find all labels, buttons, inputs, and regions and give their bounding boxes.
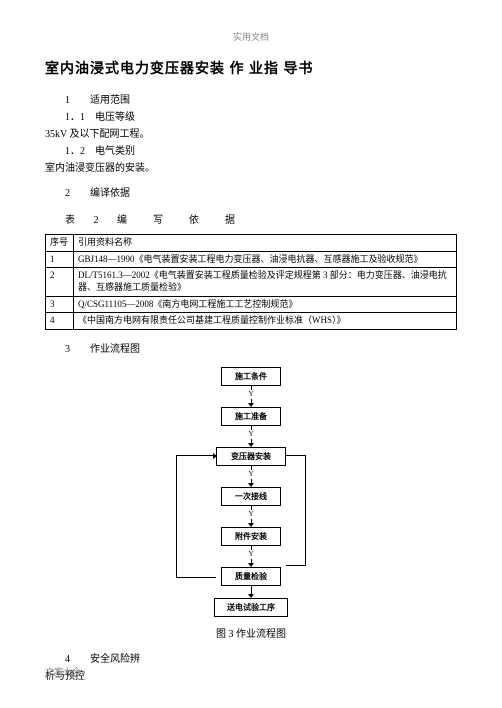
section-2: 2 编译依据	[65, 186, 457, 201]
section-4-title2: 析与预控	[45, 669, 457, 684]
flow-loop-container: 变压器安装 Y 一次接线 Y 附件安装 Y 质量检验	[216, 447, 286, 586]
section-1-1-text: 35kV 及以下配网工程。	[45, 127, 457, 142]
section-1: 1 适用范围	[65, 93, 457, 108]
table-row: 3Q/CSG11105—2008《南方电网工程施工工艺控制规范》	[46, 296, 457, 313]
row-text: Q/CSG11105—2008《南方电网工程施工工艺控制规范》	[74, 296, 457, 313]
row-num: 1	[46, 251, 74, 268]
section-1-1-title: 电压等级	[95, 112, 135, 123]
flow-box-6: 质量检验	[221, 567, 281, 586]
section-1-2: 1．2 电气类别	[65, 144, 457, 159]
row-num: 2	[46, 268, 74, 296]
header-tag: 实用文档	[45, 30, 457, 43]
section-4-num: 4	[65, 654, 70, 665]
section-1-num: 1	[65, 95, 70, 106]
table-row: 4《中国南方电网有限责任公司基建工程质量控制作业标准（WHS）》	[46, 313, 457, 330]
flow-box-1: 施工条件	[221, 367, 281, 386]
flow-arrow	[248, 586, 254, 598]
section-4: 4 安全风险辨	[65, 652, 457, 667]
section-1-2-text: 室内油浸变压器的安装。	[45, 161, 457, 176]
flow-box-5: 附件安装	[221, 527, 281, 546]
section-3-title: 作业流程图	[90, 344, 140, 355]
row-num: 4	[46, 313, 74, 330]
flow-box-4: 一次接线	[221, 487, 281, 506]
flow-box-2: 施工准备	[221, 407, 281, 426]
row-text: DL/T5161.3—2002《电气装置安装工程质量检验及评定规程第 3 部分：…	[74, 268, 457, 296]
page-title: 室内油浸式电力变压器安装 作 业指 导书	[45, 58, 457, 78]
table-title: 表 2 编 写 依 据	[65, 211, 457, 226]
table-row: 2DL/T5161.3—2002《电气装置安装工程质量检验及评定规程第 3 部分…	[46, 268, 457, 296]
flow-arrow: Y	[248, 506, 254, 527]
flowchart: 施工条件 Y 施工准备 Y 变压器安装 Y 一次接线 Y 附件安装 Y 质量检验…	[45, 367, 457, 617]
table-col-name: 引用资料名称	[74, 235, 457, 252]
row-num: 3	[46, 296, 74, 313]
figure-caption: 图 3 作业流程图	[45, 625, 457, 640]
footer-tag: 文案大全	[45, 665, 81, 678]
section-2-title: 编译依据	[90, 188, 130, 199]
loop-line-left	[176, 455, 216, 578]
section-1-1-num: 1．1	[65, 112, 85, 123]
section-1-1: 1．1 电压等级	[65, 110, 457, 125]
section-1-2-num: 1．2	[65, 146, 85, 157]
row-text: 《中国南方电网有限责任公司基建工程质量控制作业标准（WHS）》	[74, 313, 457, 330]
row-text: GBJ148—1990《电气装置安装工程电力变压器、油浸电抗器、互感器施工及验收…	[74, 251, 457, 268]
table-row: 1GBJ148—1990《电气装置安装工程电力变压器、油浸电抗器、互感器施工及验…	[46, 251, 457, 268]
flow-box-3: 变压器安装	[216, 447, 286, 466]
section-1-2-title: 电气类别	[95, 146, 135, 157]
section-3-num: 3	[65, 344, 70, 355]
section-2-num: 2	[65, 188, 70, 199]
flow-arrow: Y	[248, 466, 254, 487]
loop-line-right	[286, 455, 306, 566]
reference-table: 序号 引用资料名称 1GBJ148—1990《电气装置安装工程电力变压器、油浸电…	[45, 234, 457, 330]
flow-arrow: Y	[248, 546, 254, 567]
section-4-title: 安全风险辨	[90, 654, 140, 665]
table-header-row: 序号 引用资料名称	[46, 235, 457, 252]
section-3: 3 作业流程图	[65, 342, 457, 357]
flow-arrow: Y	[248, 426, 254, 447]
section-1-title: 适用范围	[90, 95, 130, 106]
flow-arrow: Y	[248, 386, 254, 407]
flow-box-7: 送电试验工序	[214, 598, 288, 617]
table-col-num: 序号	[46, 235, 74, 252]
